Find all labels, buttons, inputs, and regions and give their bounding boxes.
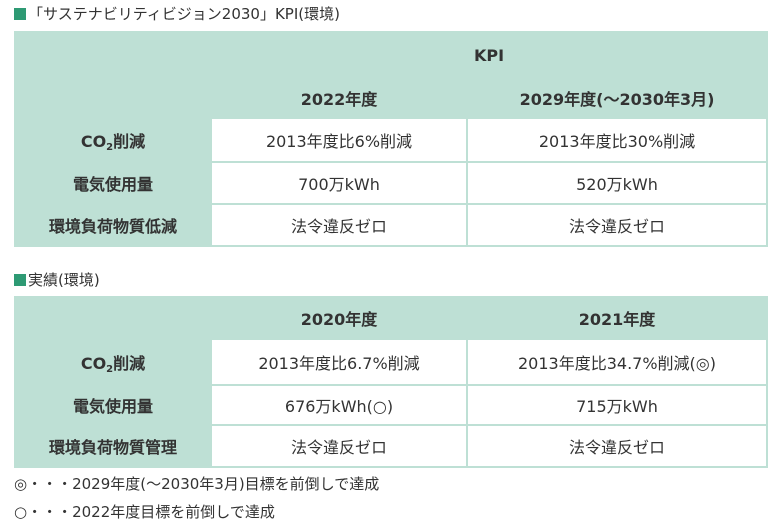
note-circle: ○・・・2022年度目標を前倒しで達成 <box>14 503 275 521</box>
table-row: 環境負荷物質低減 法令違反ゼロ 法令違反ゼロ <box>16 205 767 245</box>
table-cell: 520万kWh <box>468 163 767 203</box>
results-col-2021: 2021年度 <box>468 298 766 338</box>
table-row: CO2削減 2013年度比6.7%削減 2013年度比34.7%削減(◎) <box>16 340 766 384</box>
green-square-icon <box>14 8 26 20</box>
green-square-icon <box>14 274 26 286</box>
table-cell: 2013年度比6.7%削減 <box>212 340 466 384</box>
kpi-section-title: 「サステナビリティビジョン2030」KPI(環境) <box>14 4 340 24</box>
table-cell: 法令違反ゼロ <box>212 426 466 466</box>
row-label-hazardous: 環境負荷物質低減 <box>16 205 210 245</box>
table-cell: 700万kWh <box>212 163 466 203</box>
table-cell: 法令違反ゼロ <box>468 426 766 466</box>
table-cell: 2013年度比6%削減 <box>212 119 466 161</box>
table-row: 電気使用量 700万kWh 520万kWh <box>16 163 767 203</box>
results-corner-cell <box>16 298 210 338</box>
table-cell: 2013年度比30%削減 <box>468 119 767 161</box>
kpi-group-header: KPI <box>212 33 767 77</box>
table-cell: 2013年度比34.7%削減(◎) <box>468 340 766 384</box>
table-cell: 676万kWh(○) <box>212 386 466 424</box>
row-label-electricity: 電気使用量 <box>16 163 210 203</box>
table-row: CO2削減 2013年度比6%削減 2013年度比30%削減 <box>16 119 767 161</box>
table-cell: 715万kWh <box>468 386 766 424</box>
row-label-co2: CO2削減 <box>16 340 210 384</box>
kpi-section-title-text: 「サステナビリティビジョン2030」KPI(環境) <box>28 5 340 23</box>
row-label-hazardous-mgmt: 環境負荷物質管理 <box>16 426 210 466</box>
results-col-2020: 2020年度 <box>212 298 466 338</box>
kpi-corner-cell <box>16 33 210 117</box>
kpi-col-2022: 2022年度 <box>212 79 466 117</box>
table-row: 環境負荷物質管理 法令違反ゼロ 法令違反ゼロ <box>16 426 766 466</box>
kpi-col-2029: 2029年度(〜2030年3月) <box>468 79 767 117</box>
table-cell: 法令違反ゼロ <box>468 205 767 245</box>
note-double-circle: ◎・・・2029年度(〜2030年3月)目標を前倒しで達成 <box>14 475 380 493</box>
row-label-electricity: 電気使用量 <box>16 386 210 424</box>
kpi-table: KPI 2022年度 2029年度(〜2030年3月) CO2削減 2013年度… <box>14 31 769 247</box>
table-cell: 法令違反ゼロ <box>212 205 466 245</box>
results-table: 2020年度 2021年度 CO2削減 2013年度比6.7%削減 2013年度… <box>14 296 768 468</box>
table-row: 電気使用量 676万kWh(○) 715万kWh <box>16 386 766 424</box>
results-section-title: 実績(環境) <box>14 270 100 290</box>
results-section-title-text: 実績(環境) <box>28 271 100 289</box>
row-label-co2: CO2削減 <box>16 119 210 161</box>
